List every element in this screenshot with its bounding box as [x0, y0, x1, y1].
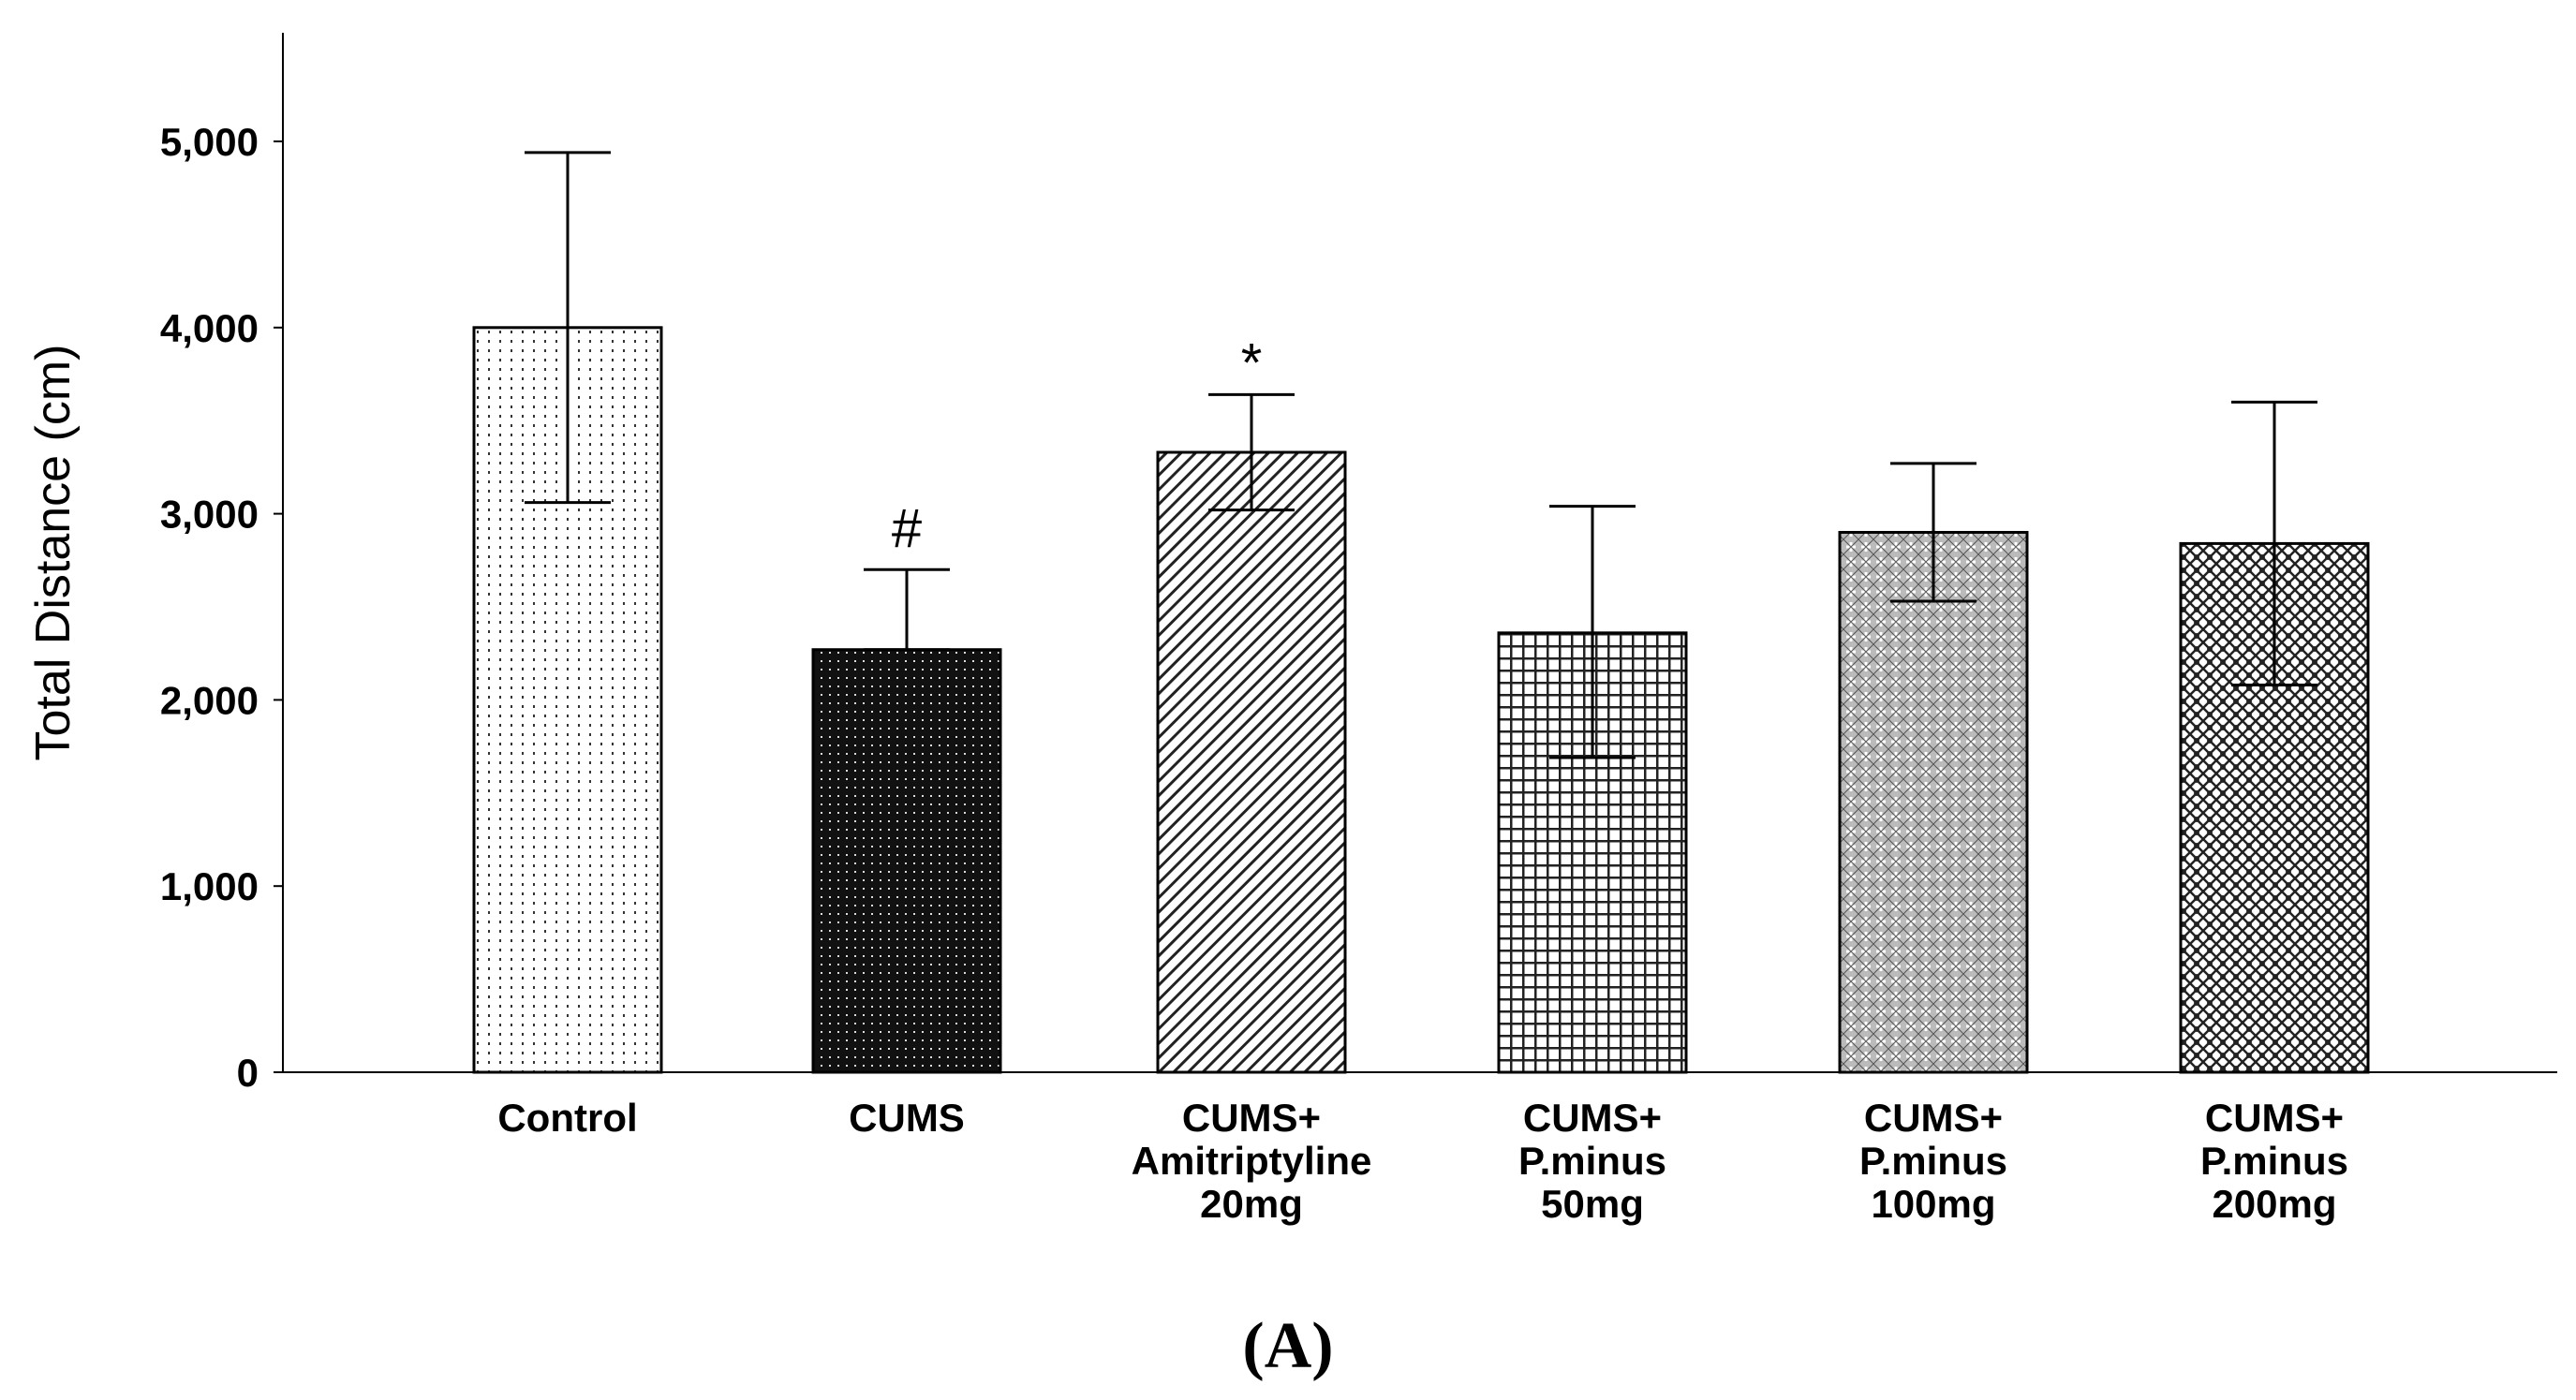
category-label: CUMS [849, 1096, 965, 1140]
category-label: CUMS+ P.minus 100mg [1859, 1096, 2007, 1226]
category-label-line: CUMS+ [1182, 1096, 1321, 1140]
y-tick-label: 1,000 [160, 864, 259, 908]
error-bars [525, 151, 2317, 759]
y-tick-label: 5,000 [160, 120, 259, 164]
category-label-line: CUMS [849, 1096, 965, 1140]
y-tick-label: 2,000 [160, 678, 259, 722]
significance-marker: # [892, 498, 922, 559]
category-label-line: CUMS+ [1523, 1096, 1662, 1140]
category-label-line: 50mg [1541, 1182, 1644, 1226]
y-tick-label: 0 [237, 1051, 259, 1095]
bars [472, 326, 2370, 1074]
y-axis-label: Total Distance (cm) [26, 345, 81, 761]
category-label: CUMS+ Amitriptyline 20mg [1132, 1096, 1372, 1226]
category-label: CUMS+ P.minus 50mg [1518, 1096, 1666, 1226]
category-label-line: P.minus [1518, 1139, 1666, 1183]
category-label: Control [497, 1096, 637, 1140]
bar [1156, 450, 1347, 1074]
category-label-line: CUMS+ [2205, 1096, 2344, 1140]
category-label-line: 200mg [2212, 1182, 2336, 1226]
bar [1838, 530, 2029, 1074]
significance-marker: * [1241, 332, 1263, 393]
category-label-line: P.minus [1859, 1139, 2007, 1183]
category-label-line: Control [497, 1096, 637, 1140]
panel-label: (A) [1242, 1310, 1333, 1382]
y-tick-label: 4,000 [160, 306, 259, 350]
category-label-line: CUMS+ [1864, 1096, 2003, 1140]
category-label-line: Amitriptyline [1132, 1139, 1372, 1183]
bar [811, 648, 1002, 1074]
significance-annotations: #* [892, 332, 1262, 559]
category-label: CUMS+ P.minus 200mg [2200, 1096, 2348, 1226]
y-ticks: 0 1,000 2,000 3,000 4,000 5,000 [160, 120, 283, 1095]
y-tick-label: 3,000 [160, 493, 259, 537]
category-label-line: P.minus [2200, 1139, 2348, 1183]
category-label-line: 20mg [1200, 1182, 1303, 1226]
category-label-line: 100mg [1871, 1182, 1995, 1226]
